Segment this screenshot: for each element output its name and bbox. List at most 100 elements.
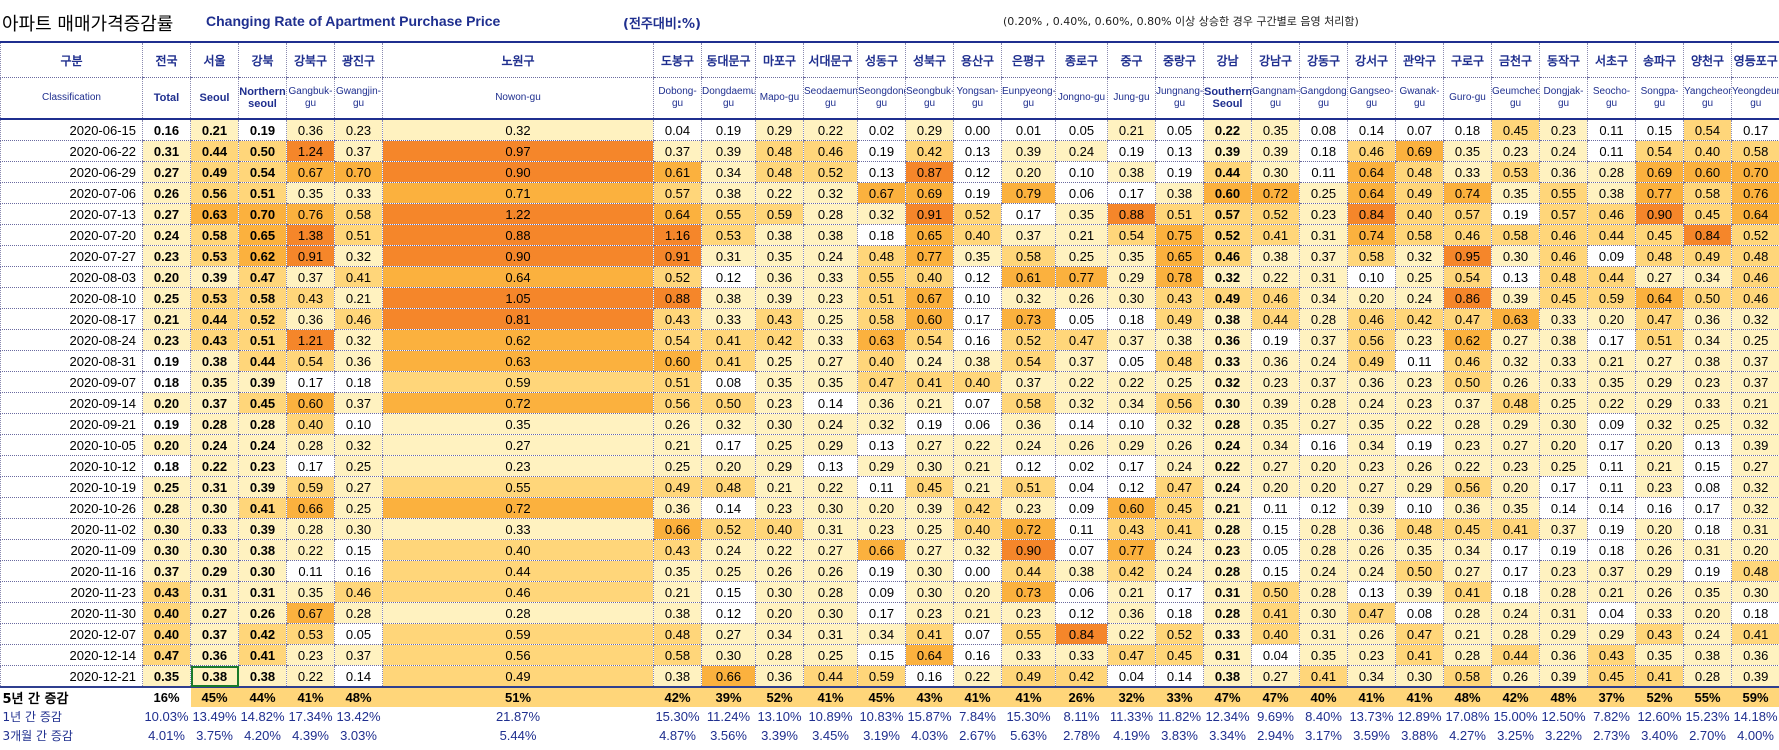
value-cell[interactable]: 0.49	[1155, 308, 1204, 330]
value-cell[interactable]: 0.40	[953, 224, 1002, 246]
value-cell[interactable]: 0.23	[1395, 329, 1444, 351]
value-cell[interactable]: 0.38	[1251, 245, 1300, 267]
value-cell[interactable]: 0.22	[953, 434, 1002, 456]
value-cell[interactable]: 0.18	[1491, 581, 1540, 603]
value-cell[interactable]: 0.24	[1491, 602, 1540, 624]
value-cell[interactable]: 0.54	[1107, 224, 1156, 246]
summary-cell[interactable]: 41%	[953, 686, 1002, 707]
value-cell[interactable]: 0.53	[190, 245, 239, 267]
value-cell[interactable]: 0.29	[1587, 623, 1636, 645]
value-cell[interactable]: 0.41	[1491, 518, 1540, 540]
summary-cell[interactable]: 17.08%	[1445, 709, 1490, 724]
col-header-kr[interactable]: 은평구	[1001, 41, 1056, 78]
value-cell[interactable]: 0.37	[1299, 371, 1348, 393]
value-cell[interactable]: 0.35	[1683, 581, 1732, 603]
value-cell[interactable]: 0.48	[653, 623, 702, 645]
summary-cell[interactable]: 17.34%	[288, 709, 333, 724]
value-cell[interactable]: 0.44	[382, 560, 654, 582]
value-cell[interactable]: 0.18	[1731, 602, 1779, 624]
value-cell[interactable]: 0.29	[803, 434, 858, 456]
value-cell[interactable]: 0.20	[1299, 476, 1348, 498]
value-cell[interactable]: 0.30	[142, 518, 191, 540]
value-cell[interactable]: 0.25	[755, 434, 804, 456]
value-cell[interactable]: 0.60	[1683, 161, 1732, 183]
value-cell[interactable]: 0.38	[1683, 644, 1732, 666]
value-cell[interactable]: 0.31	[1539, 602, 1588, 624]
value-cell[interactable]: 0.36	[190, 644, 239, 666]
value-cell[interactable]: 0.19	[1539, 539, 1588, 561]
value-cell[interactable]: 0.30	[334, 518, 383, 540]
value-cell[interactable]: 0.09	[1587, 413, 1636, 435]
row-date[interactable]: 2020-10-26	[0, 497, 143, 519]
value-cell[interactable]: 0.37	[334, 140, 383, 162]
value-cell[interactable]: 0.26	[1491, 371, 1540, 393]
value-cell[interactable]: 0.32	[1491, 350, 1540, 372]
value-cell[interactable]: 0.25	[701, 560, 756, 582]
value-cell[interactable]: 0.48	[755, 161, 804, 183]
value-cell[interactable]: 0.27	[905, 539, 954, 561]
col-header-en[interactable]: Jungnang-gu	[1155, 77, 1204, 120]
value-cell[interactable]: 0.39	[238, 371, 287, 393]
value-cell[interactable]: 0.95	[1443, 245, 1492, 267]
value-cell[interactable]: 0.76	[1731, 182, 1779, 204]
value-cell[interactable]: 0.26	[1395, 455, 1444, 477]
value-cell[interactable]: 0.42	[755, 329, 804, 351]
value-cell[interactable]: 0.33	[1203, 623, 1252, 645]
value-cell[interactable]: 0.23	[803, 287, 858, 309]
value-cell[interactable]: 0.11	[1299, 161, 1348, 183]
value-cell[interactable]: 0.45	[1155, 497, 1204, 519]
value-cell[interactable]: 0.42	[1395, 308, 1444, 330]
value-cell[interactable]: 0.31	[803, 623, 858, 645]
value-cell[interactable]: 0.64	[1635, 287, 1684, 309]
value-cell[interactable]: 0.18	[1107, 308, 1156, 330]
value-cell[interactable]: 0.56	[653, 392, 702, 414]
value-cell[interactable]: 0.19	[142, 413, 191, 435]
value-cell[interactable]: 0.88	[1107, 203, 1156, 225]
value-cell[interactable]: 0.32	[1203, 371, 1252, 393]
value-cell[interactable]: 0.35	[1635, 644, 1684, 666]
summary-cell[interactable]: 3.17%	[1305, 728, 1342, 743]
value-cell[interactable]: 0.49	[1203, 287, 1252, 309]
value-cell[interactable]: 0.44	[1587, 224, 1636, 246]
value-cell[interactable]: 0.20	[1635, 434, 1684, 456]
value-cell[interactable]: 0.32	[803, 182, 858, 204]
value-cell[interactable]: 0.41	[1251, 224, 1300, 246]
value-cell[interactable]: 0.22	[1395, 413, 1444, 435]
value-cell[interactable]: 0.24	[1155, 560, 1204, 582]
value-cell[interactable]: 0.27	[334, 476, 383, 498]
value-cell[interactable]: 0.24	[905, 350, 954, 372]
row-date[interactable]: 2020-10-12	[0, 455, 143, 477]
row-date[interactable]: 2020-09-21	[0, 413, 143, 435]
value-cell[interactable]: 0.33	[701, 308, 756, 330]
value-cell[interactable]: 0.29	[857, 455, 906, 477]
summary-cell[interactable]: 4.01%	[148, 728, 185, 743]
value-cell[interactable]: 0.53	[701, 224, 756, 246]
value-cell[interactable]: 0.13	[1683, 434, 1732, 456]
value-cell[interactable]: 0.35	[1395, 539, 1444, 561]
col-header-en[interactable]: Mapo-gu	[755, 77, 804, 120]
value-cell[interactable]: 0.46	[1587, 203, 1636, 225]
value-cell[interactable]: 1.05	[382, 287, 654, 309]
value-cell[interactable]: 0.22	[286, 539, 335, 561]
value-cell[interactable]: 0.52	[1203, 224, 1252, 246]
value-cell[interactable]: 0.07	[1055, 539, 1108, 561]
value-cell[interactable]: 0.30	[1539, 413, 1588, 435]
summary-cell[interactable]: 15.23%	[1685, 709, 1730, 724]
value-cell[interactable]: 0.39	[1001, 140, 1056, 162]
value-cell[interactable]: 0.25	[1299, 182, 1348, 204]
value-cell[interactable]: 0.21	[1107, 581, 1156, 603]
row-date[interactable]: 2020-06-29	[0, 161, 143, 183]
value-cell[interactable]: 0.73	[1001, 308, 1056, 330]
value-cell[interactable]: 0.23	[1539, 560, 1588, 582]
value-cell[interactable]: 0.30	[905, 455, 954, 477]
value-cell[interactable]: 0.54	[1635, 140, 1684, 162]
value-cell[interactable]: 0.26	[142, 182, 191, 204]
value-cell[interactable]: 0.27	[1491, 329, 1540, 351]
value-cell[interactable]: 0.28	[334, 602, 383, 624]
value-cell[interactable]: 0.49	[1001, 665, 1056, 688]
value-cell[interactable]: 0.32	[1203, 266, 1252, 288]
value-cell[interactable]: 0.12	[1107, 476, 1156, 498]
value-cell[interactable]: 0.29	[905, 119, 954, 141]
summary-cell[interactable]: 9.69%	[1257, 709, 1294, 724]
value-cell[interactable]: 0.14	[1055, 413, 1108, 435]
